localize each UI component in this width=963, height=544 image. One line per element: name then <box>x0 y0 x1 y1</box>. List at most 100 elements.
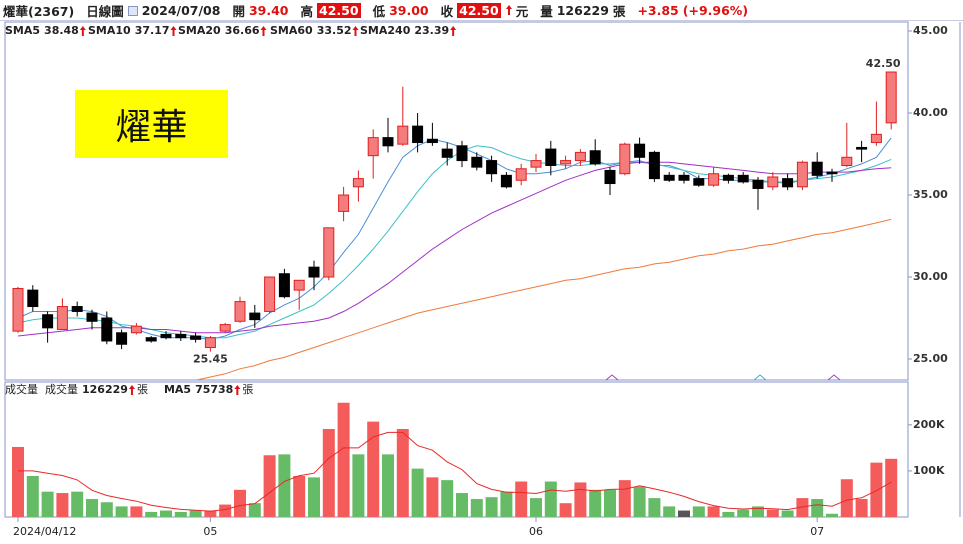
open-label: 開 <box>232 3 245 19</box>
candle-body <box>175 333 187 339</box>
volume-bar <box>145 511 158 517</box>
volume-bar <box>382 454 394 517</box>
candle-body <box>219 324 231 332</box>
volume-title: 成交量 <box>5 382 38 396</box>
volume-bar <box>441 480 454 517</box>
candle-body <box>486 160 498 175</box>
volume-bar <box>86 499 98 517</box>
volume-bar <box>337 402 350 517</box>
overlay: 45.00 40.00 35.00 30.00 25.00 200K 100K 42.50 25… <box>5 24 948 538</box>
candle-body <box>456 145 468 162</box>
legend-value: 37.17 <box>135 24 170 37</box>
change: +3.85 <box>637 2 679 18</box>
volume-bar <box>293 475 306 517</box>
legend-value: 126229 <box>82 383 128 396</box>
marker <box>753 374 767 381</box>
candle-body <box>604 169 616 185</box>
volume-bar <box>71 491 84 517</box>
candle-body <box>249 312 261 321</box>
y-tick-label: 100K <box>913 464 945 477</box>
y-tick-label: 200K <box>913 418 945 431</box>
volume-bar <box>530 498 542 517</box>
volume-bar <box>870 462 883 517</box>
legend-name: SMA60 <box>270 24 313 37</box>
volume-bar <box>559 503 572 517</box>
volume-bar <box>367 421 380 517</box>
up-arrow <box>234 385 241 395</box>
up-arrow <box>450 26 457 36</box>
volume-bar <box>826 513 838 517</box>
date: 2024/07/08 <box>141 2 221 18</box>
candle-body <box>426 138 438 144</box>
y-tick-label: 30.00 <box>913 270 948 283</box>
volume-bar <box>663 506 676 517</box>
volume-bar <box>811 499 824 517</box>
x-tick-label: 07 <box>810 525 824 538</box>
candle-body <box>27 289 39 308</box>
up-arrow <box>170 26 177 36</box>
candle-body <box>752 179 764 189</box>
candle-body <box>397 125 409 145</box>
volume-bar <box>574 482 587 517</box>
volume-bar <box>100 502 113 517</box>
volume-bar <box>234 489 246 517</box>
candle-body <box>708 173 720 186</box>
volume-bar <box>322 428 335 517</box>
candle-body <box>412 125 424 144</box>
volume-bar <box>26 475 39 517</box>
candle-body <box>574 151 586 162</box>
volume-bar <box>204 510 217 517</box>
candle-body <box>293 279 305 291</box>
legend-name: SMA5 <box>5 24 40 37</box>
legend-value: 23.39 <box>414 24 449 37</box>
volume-bar <box>604 489 616 517</box>
candle-body <box>278 273 290 298</box>
candle-body <box>130 325 142 334</box>
candle-body <box>841 156 853 166</box>
candle-body <box>634 143 646 158</box>
volume-bar <box>189 510 202 517</box>
candle-body <box>101 317 113 342</box>
candle-body <box>737 174 749 183</box>
close: 42.50 <box>457 2 501 18</box>
stock-name: 燿華(2367) <box>3 3 75 19</box>
candle-body <box>116 332 128 345</box>
candle-body <box>885 71 897 124</box>
close-label: 收 <box>440 3 454 19</box>
candle-body <box>204 337 216 349</box>
y-tick-label: 40.00 <box>913 106 948 119</box>
candle-body <box>870 133 882 144</box>
legend-name: 成交量 <box>45 382 78 396</box>
low: 39.00 <box>389 2 429 18</box>
candle-body <box>722 174 734 181</box>
volume-bar <box>411 468 424 517</box>
ma-line <box>17 145 892 339</box>
candle-body <box>796 161 808 188</box>
price-plot <box>12 71 897 380</box>
candle-body <box>811 161 823 176</box>
volume-bar <box>707 506 720 517</box>
volume-bar <box>160 510 172 517</box>
candle-body <box>42 314 54 329</box>
candle-body <box>589 150 601 165</box>
change-pct: (+9.96%) <box>682 2 749 18</box>
volume-bar <box>12 446 24 517</box>
volume-bar <box>470 499 483 517</box>
volume-bar <box>41 491 54 517</box>
y-tick-label: 45.00 <box>913 24 948 37</box>
volume-bar <box>130 506 143 517</box>
marker <box>827 374 841 381</box>
high-label: 高 <box>300 3 314 19</box>
candle-body <box>234 301 246 322</box>
volume-bar <box>796 498 809 517</box>
candle-body <box>338 194 350 212</box>
candle-body <box>160 333 172 339</box>
volume-label: 量 <box>540 3 553 19</box>
candle-body <box>545 148 557 166</box>
candle-body <box>71 306 83 312</box>
volume-bar <box>781 510 794 517</box>
up-arrow <box>352 26 359 36</box>
volume-bar <box>426 477 439 517</box>
legend-name: SMA240 <box>360 24 411 37</box>
